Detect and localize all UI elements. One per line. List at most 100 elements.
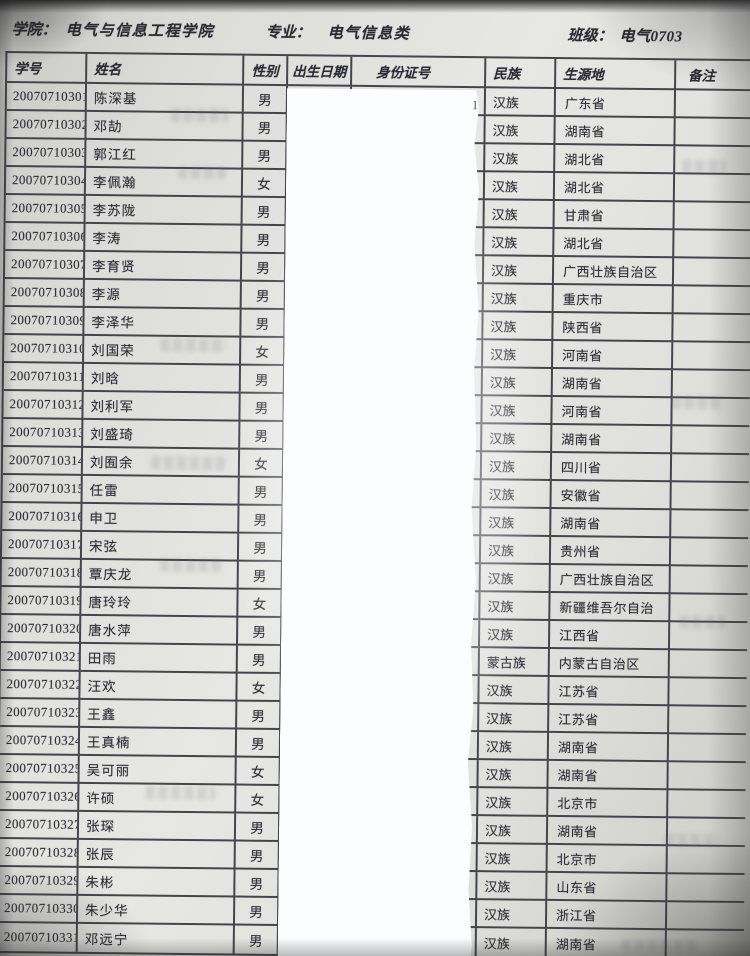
remark-cell xyxy=(674,230,750,260)
column-header-ethnicity: 民族 xyxy=(486,58,557,89)
remark-cell xyxy=(669,622,748,652)
ethnicity-cell: 汉族 xyxy=(483,284,554,313)
stray-digit: 1 xyxy=(471,97,479,113)
name-cell: 李佩瀚 xyxy=(85,167,244,198)
origin-cell: 重庆市 xyxy=(553,284,674,315)
name-cell: 任雷 xyxy=(82,475,240,506)
ethnicity-cell: 汉族 xyxy=(483,256,555,285)
name-cell: 宋弦 xyxy=(81,531,240,562)
student-id-cell: 20070710302 xyxy=(6,111,87,140)
student-id-cell: 20070710331 xyxy=(0,922,78,952)
class-value: 电气0703 xyxy=(619,28,683,46)
remark-cell xyxy=(669,678,747,708)
remark-cell xyxy=(674,202,750,232)
name-cell: 吴可丽 xyxy=(79,755,237,786)
name-cell: 田雨 xyxy=(80,643,238,674)
ethnicity-cell: 汉族 xyxy=(482,396,553,425)
remark-cell xyxy=(669,706,747,736)
column-header-origin: 生源地 xyxy=(556,58,677,91)
student-id-cell: 20070710304 xyxy=(5,167,87,196)
name-cell: 陈深基 xyxy=(86,83,245,114)
remark-cell xyxy=(671,510,749,540)
ethnicity-cell: 汉族 xyxy=(485,88,557,117)
gender-cell: 男 xyxy=(243,113,288,143)
student-id-cell: 20070710314 xyxy=(2,447,84,476)
origin-cell: 北京市 xyxy=(548,788,669,819)
gender-cell: 男 xyxy=(243,141,288,171)
column-header-remark: 备注 xyxy=(676,60,750,92)
ethnicity-cell: 蒙古族 xyxy=(479,648,550,677)
gender-cell: 男 xyxy=(240,393,285,423)
gender-cell: 男 xyxy=(238,561,283,591)
origin-cell: 河南省 xyxy=(552,396,673,427)
student-id-cell: 20070710328 xyxy=(0,838,79,868)
origin-cell: 湖北省 xyxy=(554,172,676,203)
remark-cell xyxy=(667,930,744,956)
student-id-cell: 20070710326 xyxy=(0,782,80,812)
redaction-strip xyxy=(277,88,485,956)
student-id-cell: 20070710315 xyxy=(2,475,83,504)
name-cell: 刘盛琦 xyxy=(83,419,241,450)
remark-cell xyxy=(668,734,747,764)
origin-cell: 山东省 xyxy=(547,872,668,903)
ethnicity-cell: 汉族 xyxy=(485,144,556,173)
origin-cell: 湖南省 xyxy=(547,816,669,847)
ethnicity-cell: 汉族 xyxy=(482,368,553,397)
student-id-cell: 20070710312 xyxy=(3,391,84,420)
remark-cell xyxy=(673,258,750,288)
remark-cell xyxy=(672,370,750,400)
ethnicity-cell: 汉族 xyxy=(485,116,556,145)
name-cell: 张辰 xyxy=(78,839,236,870)
student-id-cell: 20070710325 xyxy=(0,754,80,784)
remark-cell xyxy=(668,762,746,792)
student-id-cell: 20070710323 xyxy=(0,698,81,728)
origin-cell: 广西壮族自治区 xyxy=(553,256,675,287)
column-header-birthdate: 出生日期 xyxy=(288,56,353,87)
gender-cell: 男 xyxy=(242,225,287,255)
origin-cell: 湖北省 xyxy=(554,228,675,259)
origin-cell: 湖南省 xyxy=(548,732,670,763)
ethnicity-cell: 汉族 xyxy=(481,508,552,537)
name-cell: 朱少华 xyxy=(77,895,236,926)
origin-cell: 广东省 xyxy=(555,88,677,119)
student-id-cell: 20070710321 xyxy=(0,643,81,672)
remark-cell xyxy=(675,146,750,176)
ethnicity-cell: 汉族 xyxy=(483,340,554,369)
ethnicity-cell: 汉族 xyxy=(480,536,552,565)
student-id-cell: 20070710318 xyxy=(1,559,82,588)
student-id-cell: 20070710309 xyxy=(4,307,85,336)
remark-cell xyxy=(666,902,745,932)
origin-cell: 湖南省 xyxy=(552,368,673,399)
ethnicity-cell: 汉族 xyxy=(479,620,551,649)
gender-cell: 男 xyxy=(234,925,279,955)
name-cell: 李泽华 xyxy=(84,307,242,338)
origin-cell: 湖南省 xyxy=(555,116,676,147)
name-cell: 王真楠 xyxy=(79,727,238,758)
origin-cell: 湖北省 xyxy=(555,144,676,175)
student-id-cell: 20070710301 xyxy=(6,83,88,112)
gender-cell: 男 xyxy=(234,897,280,927)
gender-cell: 男 xyxy=(235,869,280,899)
student-id-cell: 20070710303 xyxy=(6,139,87,168)
major-label: 专业： xyxy=(265,24,311,42)
origin-cell: 新疆维吾尔自治 xyxy=(550,592,671,623)
remark-cell xyxy=(667,846,745,876)
gender-cell: 男 xyxy=(235,813,281,843)
gender-cell: 男 xyxy=(240,421,285,451)
ethnicity-cell: 汉族 xyxy=(481,452,553,481)
remark-cell xyxy=(670,594,748,624)
remark-cell xyxy=(671,454,750,484)
ethnicity-cell: 汉族 xyxy=(477,816,549,845)
origin-cell: 江苏省 xyxy=(549,676,670,707)
name-cell: 李源 xyxy=(84,279,242,310)
gender-cell: 男 xyxy=(239,477,284,507)
ethnicity-cell: 汉族 xyxy=(482,424,553,453)
column-header-student-id: 学号 xyxy=(7,53,88,84)
name-cell: 王鑫 xyxy=(80,699,238,730)
ethnicity-cell: 汉族 xyxy=(484,228,555,257)
origin-cell: 浙江省 xyxy=(546,900,668,931)
name-cell: 申卫 xyxy=(82,503,240,534)
name-cell: 张琛 xyxy=(78,811,237,842)
gender-cell: 男 xyxy=(239,505,284,535)
